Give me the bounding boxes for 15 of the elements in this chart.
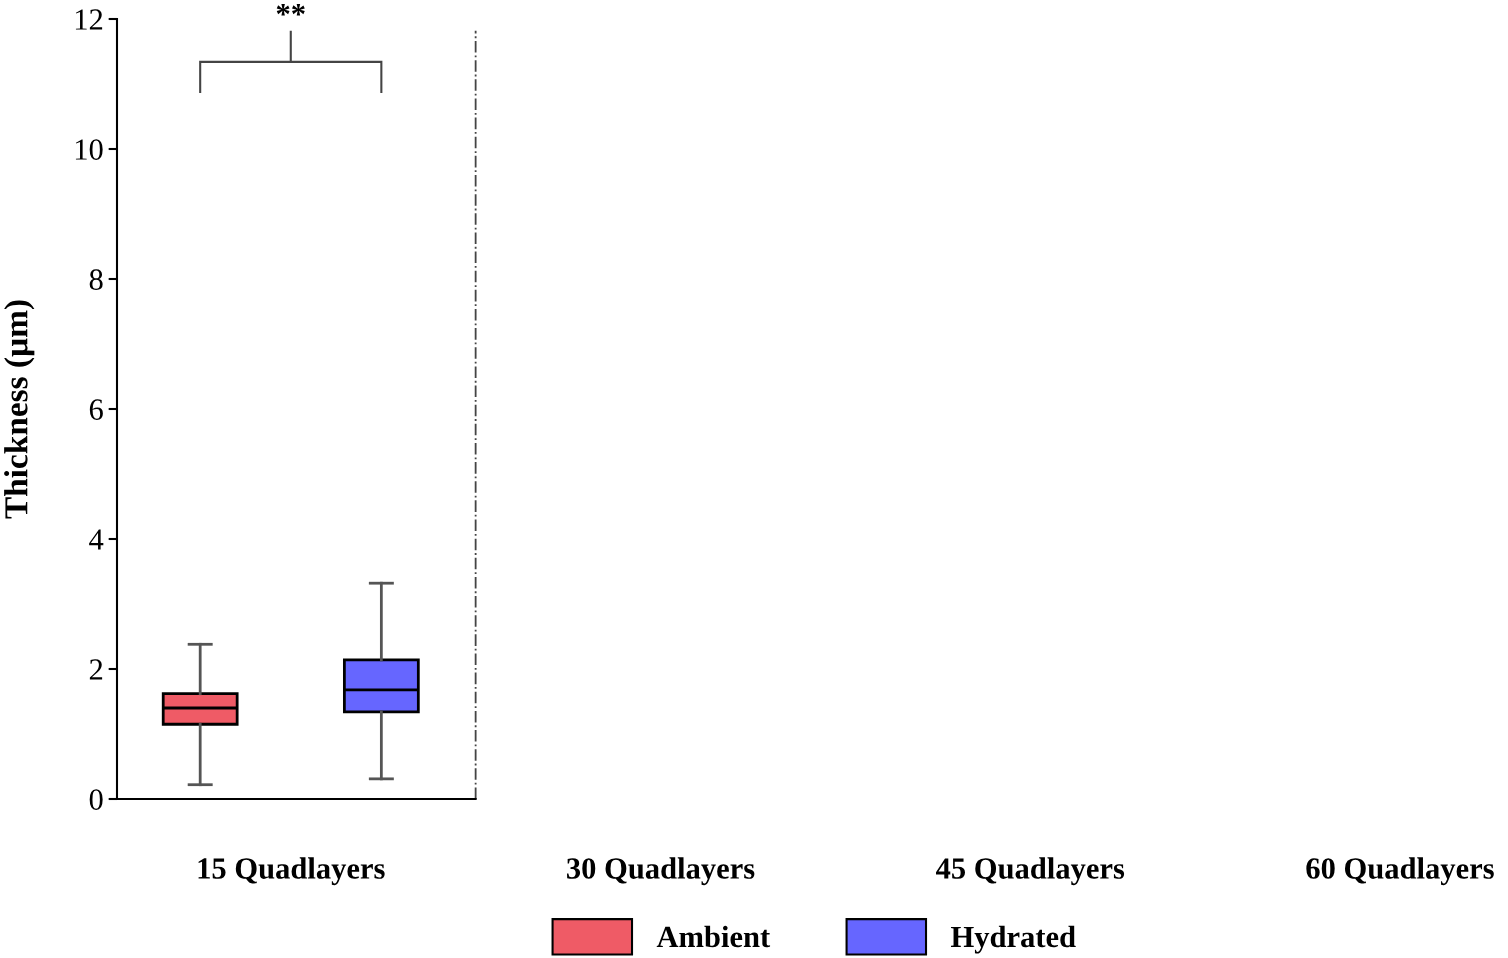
y-tick-label: 0 — [89, 789, 103, 810]
y-tick-label: 8 — [89, 269, 103, 290]
x-tick-label: 15 Quadlayers — [198, 857, 385, 886]
y-tick-label: 6 — [89, 399, 103, 420]
y-tick-label: 4 — [89, 529, 104, 550]
y-axis-title: Thickness (µm) — [4, 300, 35, 519]
legend-label: Ambient — [656, 925, 771, 948]
x-tick-label: 30 Quadlayers — [567, 857, 755, 886]
y-tick-label: 2 — [89, 659, 103, 680]
y-tick-label: 12 — [75, 9, 103, 30]
legend-label: Hydrated — [950, 925, 1076, 954]
text: ** — [276, 4, 305, 16]
x-tick-label: 60 Quadlayers — [1306, 857, 1494, 886]
y-tick-label: 10 — [75, 139, 103, 160]
x-tick-label: 45 Quadlayers — [936, 857, 1125, 886]
